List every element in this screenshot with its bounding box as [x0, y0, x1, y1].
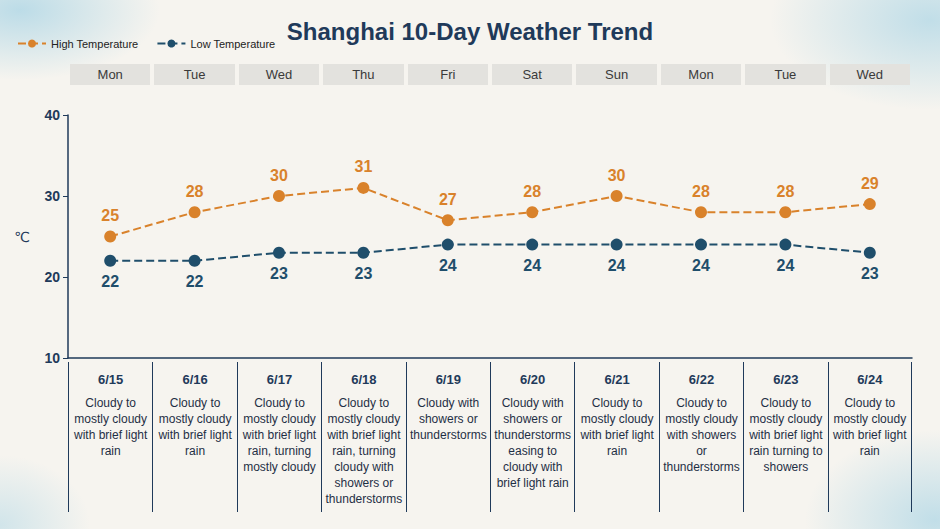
html-text:Sun: Sun: [605, 67, 629, 82]
html-text:Cloudy to mostly cloudy with b: Cloudy to mostly cloudy with brief light…: [74, 396, 148, 458]
svg-text:24: 24: [608, 257, 626, 274]
html-text:Tue: Tue: [774, 67, 797, 82]
svg-text:24: 24: [692, 257, 710, 274]
svg-text:10: 10: [44, 350, 60, 366]
html-text:Cloudy to mostly cloudy with b: Cloudy to mostly cloudy with brief light…: [242, 396, 317, 474]
html-text:Cloudy to mostly cloudy with b: Cloudy to mostly cloudy with brief light…: [749, 396, 823, 474]
html-text:6/17: 6/17: [266, 372, 293, 387]
svg-text:22: 22: [186, 273, 204, 290]
html-text:6/22: 6/22: [688, 372, 715, 387]
svg-text:28: 28: [523, 183, 541, 200]
html-text:6/15: 6/15: [98, 372, 124, 387]
svg-text:20: 20: [44, 269, 60, 285]
svg-text:28: 28: [777, 183, 795, 200]
html-text:6/21: 6/21: [604, 372, 630, 387]
svg-text:℃: ℃: [14, 229, 30, 245]
svg-text:23: 23: [355, 265, 373, 282]
svg-text:Low Temperature: Low Temperature: [190, 38, 275, 50]
svg-text:23: 23: [270, 265, 288, 282]
html-text:Cloudy to mostly cloudy with b: Cloudy to mostly cloudy with brief light…: [158, 396, 232, 458]
html-text:Cloudy with showers or thunder: Cloudy with showers or thunderstorms eas…: [494, 396, 571, 490]
html-text:Mon: Mon: [688, 67, 714, 82]
html-text:Wed: Wed: [265, 67, 293, 82]
html-text:6/20: 6/20: [520, 372, 546, 387]
svg-text:Shanghai 10-Day Weather Trend: Shanghai 10-Day Weather Trend: [287, 18, 653, 45]
svg-text:High Temperature: High Temperature: [51, 38, 138, 50]
html-text:Cloudy to mostly cloudy with s: Cloudy to mostly cloudy with showers or …: [663, 396, 740, 474]
html-text:Cloudy to mostly cloudy with b: Cloudy to mostly cloudy with brief light…: [325, 396, 403, 506]
html-text:Tue: Tue: [183, 67, 206, 82]
svg-text:30: 30: [608, 167, 626, 184]
svg-text:30: 30: [44, 188, 60, 204]
svg-text:24: 24: [777, 257, 795, 274]
html-text:Cloudy with showers or thunder: Cloudy with showers or thunderstorms: [409, 396, 487, 442]
svg-text:28: 28: [186, 183, 204, 200]
svg-text:24: 24: [523, 257, 541, 274]
svg-text:23: 23: [861, 265, 879, 282]
html-text:6/23: 6/23: [773, 372, 799, 387]
svg-text:31: 31: [355, 158, 373, 175]
html-text:6/18: 6/18: [351, 372, 377, 387]
svg-text:30: 30: [270, 167, 288, 184]
svg-text:28: 28: [692, 183, 710, 200]
svg-text:29: 29: [861, 175, 879, 192]
html-text:Cloudy to mostly cloudy with b: Cloudy to mostly cloudy with brief light…: [580, 396, 654, 458]
svg-text:22: 22: [101, 273, 119, 290]
svg-text:24: 24: [439, 257, 457, 274]
html-text:Fri: Fri: [440, 67, 456, 82]
html-text:6/24: 6/24: [857, 372, 883, 387]
html-text:Cloudy to mostly cloudy with b: Cloudy to mostly cloudy with brief light…: [833, 396, 907, 458]
svg-text:40: 40: [44, 107, 60, 123]
html-text:6/19: 6/19: [435, 372, 461, 387]
html-text:6/16: 6/16: [182, 372, 208, 387]
svg-text:25: 25: [101, 207, 119, 224]
html-text:Wed: Wed: [856, 67, 883, 82]
html-text:Thu: Thu: [352, 67, 375, 82]
html-text:Mon: Mon: [97, 67, 123, 82]
svg-text:27: 27: [439, 191, 457, 208]
html-text:Sat: Sat: [522, 67, 542, 82]
